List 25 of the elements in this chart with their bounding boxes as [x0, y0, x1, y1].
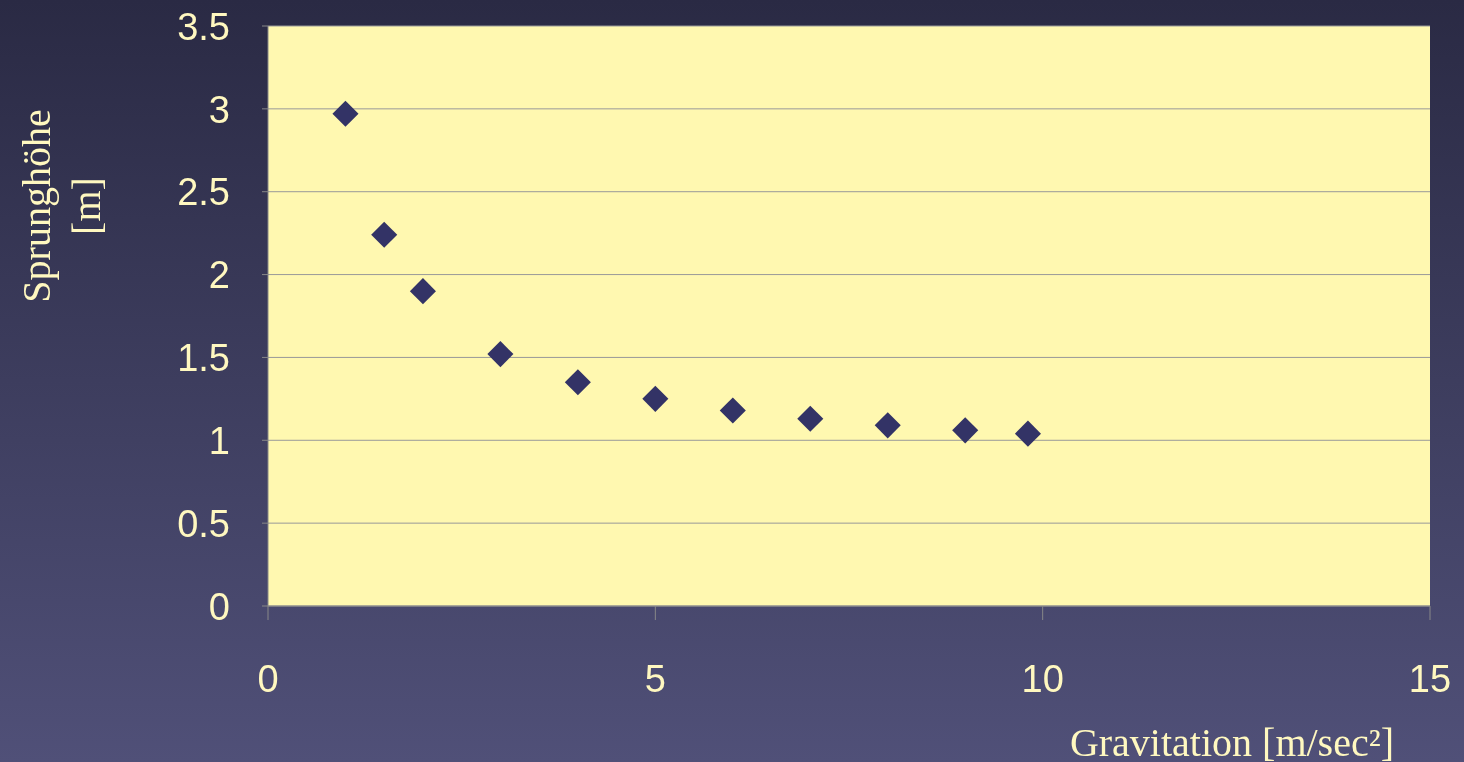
y-axis-title: Sprunghöhe [m] — [14, 109, 109, 303]
point — [797, 405, 824, 432]
y-tick-label: 0 — [208, 585, 230, 628]
y-tick-label: 3 — [208, 88, 230, 131]
x-tick-label: 10 — [1021, 658, 1064, 700]
point — [952, 417, 979, 444]
point — [371, 221, 398, 248]
point — [874, 412, 901, 439]
y-tick-label: 1.5 — [177, 337, 230, 380]
x-tick-label: 15 — [1408, 658, 1452, 700]
x-tick-label: 5 — [644, 658, 666, 700]
point — [564, 369, 591, 396]
y-tick-label: 3.5 — [177, 5, 230, 48]
y-tick-label: 1 — [208, 419, 230, 462]
y-tick-label: 2.5 — [177, 171, 230, 214]
point — [332, 100, 359, 127]
point — [642, 385, 669, 412]
point — [409, 278, 436, 305]
point — [487, 341, 514, 368]
y-tick-label: 2 — [208, 254, 230, 297]
y-tick-label: 0.5 — [177, 502, 230, 545]
x-tick-label: 0 — [257, 658, 279, 700]
point — [1014, 420, 1041, 447]
point — [719, 397, 746, 424]
x-axis-title: Gravitation [m/sec²] — [1069, 720, 1394, 762]
